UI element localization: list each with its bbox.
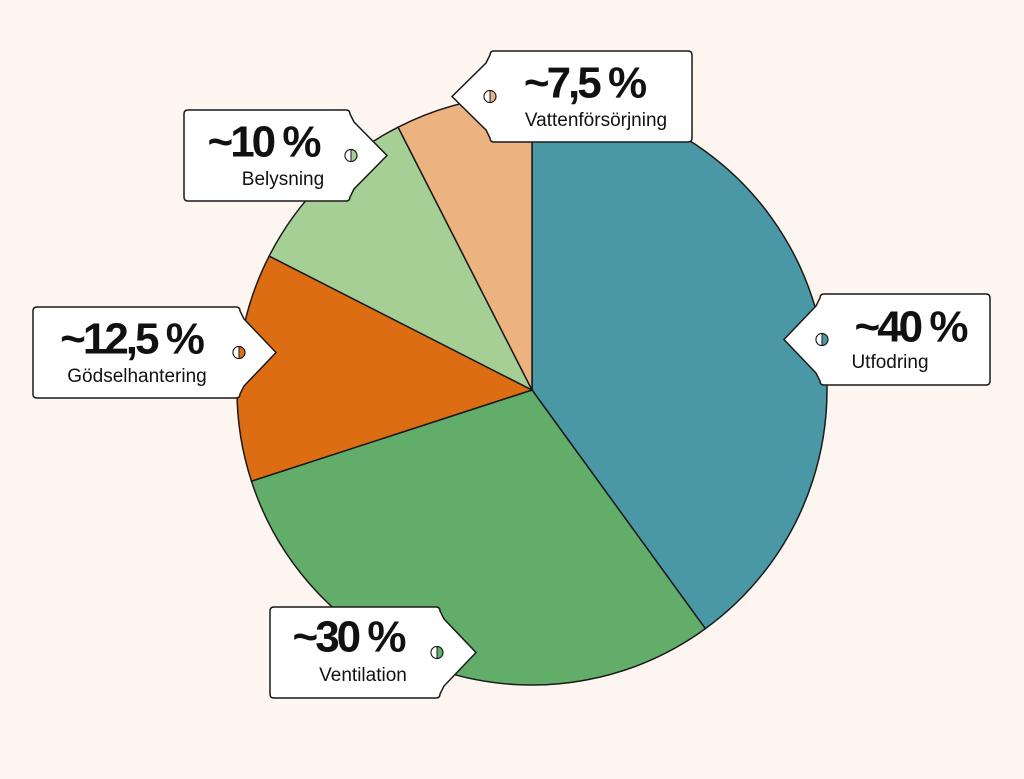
category-label: Ventilation <box>319 665 407 686</box>
tag-dot-half <box>815 332 823 347</box>
label-tag: ~30 % Ventilation <box>269 606 478 699</box>
value-label: ~40 % <box>855 303 968 352</box>
tag-shape <box>32 306 278 399</box>
label-tag: ~10 %Belysning <box>183 109 389 202</box>
label-tag: ~40 %Utfodring <box>782 293 991 386</box>
tag-dot-half <box>344 148 352 163</box>
tag-dot-half <box>232 345 240 360</box>
tag-shape <box>183 109 389 202</box>
tag-shape <box>782 293 991 386</box>
tag-dot-half <box>483 89 491 104</box>
label-tag: ~7,5 %Vattenförsörjning <box>450 50 693 143</box>
tag-shape <box>269 606 478 699</box>
category-label: Vattenförsörjning <box>525 110 667 131</box>
value-label: ~12,5 % <box>60 315 204 364</box>
value-label: ~30 % <box>293 613 406 662</box>
tag-shape <box>450 50 693 143</box>
tag-dot-half <box>430 645 438 660</box>
value-label: ~7,5 % <box>524 59 646 108</box>
category-label: Belysning <box>242 169 324 190</box>
category-label: Gödselhantering <box>67 366 206 387</box>
category-label: Utfodring <box>851 352 928 373</box>
label-tag: ~12,5 %Gödselhantering <box>32 306 278 399</box>
value-label: ~10 % <box>208 118 321 167</box>
